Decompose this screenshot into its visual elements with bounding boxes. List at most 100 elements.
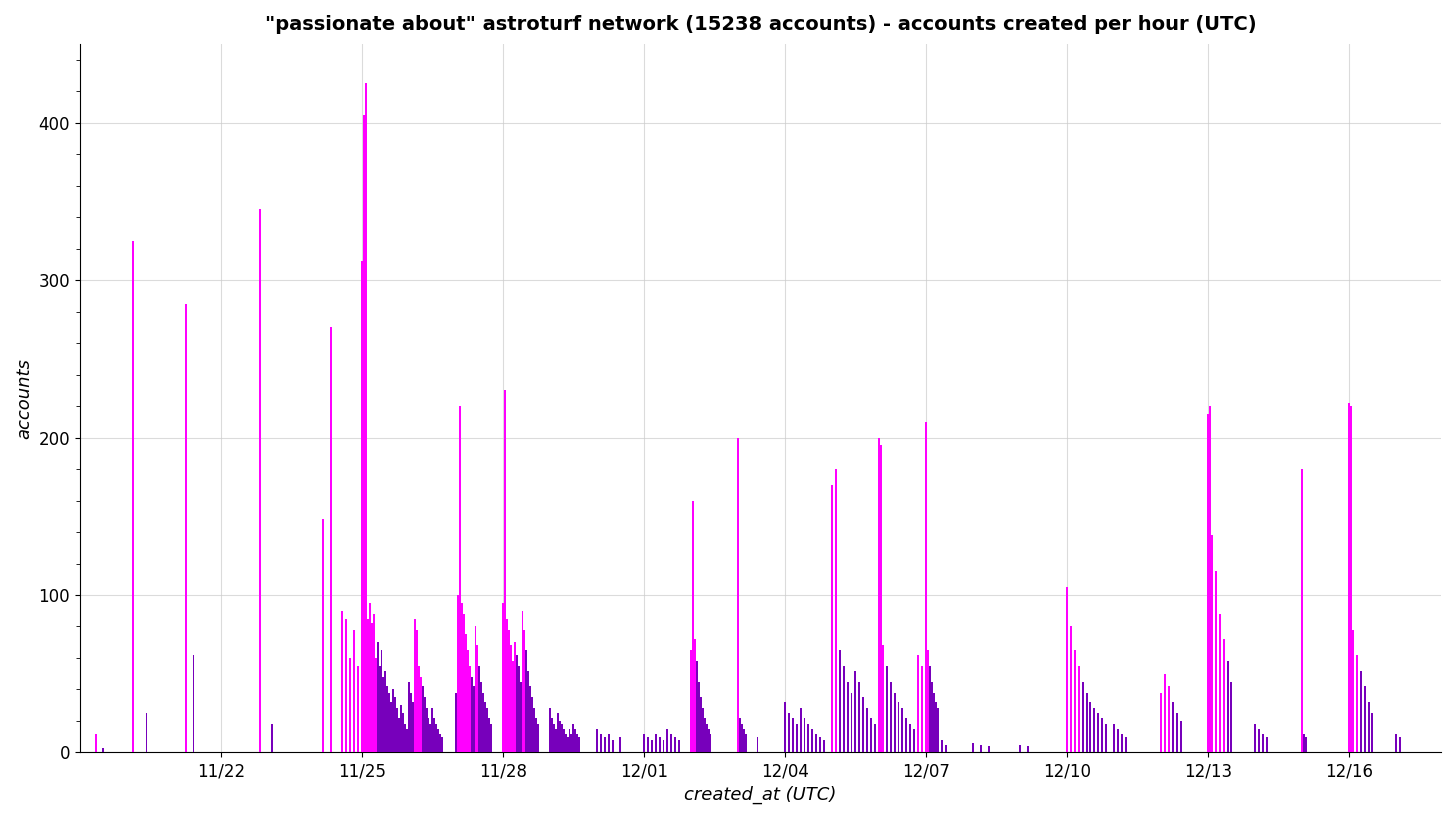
Bar	[604, 737, 606, 753]
Bar	[463, 614, 464, 753]
Bar	[804, 717, 805, 753]
Bar	[922, 666, 923, 753]
Bar	[894, 693, 895, 753]
Bar	[644, 734, 645, 753]
Bar	[697, 681, 700, 753]
Bar	[799, 708, 802, 753]
Bar	[646, 737, 649, 753]
Bar	[531, 697, 533, 753]
Bar	[479, 666, 480, 753]
Bar	[882, 645, 884, 753]
Bar	[475, 627, 476, 753]
Bar	[871, 717, 872, 753]
Bar	[743, 729, 745, 753]
Y-axis label: accounts: accounts	[15, 358, 33, 439]
Bar	[185, 304, 186, 753]
Bar	[708, 729, 709, 753]
Bar	[515, 655, 518, 753]
Bar	[412, 702, 414, 753]
Bar	[795, 724, 798, 753]
Bar	[980, 744, 981, 753]
Bar	[271, 724, 272, 753]
Bar	[885, 666, 888, 753]
Bar	[757, 737, 759, 753]
Bar	[467, 650, 469, 753]
Bar	[913, 729, 916, 753]
Bar	[1175, 713, 1178, 753]
Bar	[612, 740, 613, 753]
Bar	[403, 724, 406, 753]
Bar	[322, 519, 323, 753]
Bar	[374, 658, 377, 753]
Bar	[520, 681, 521, 753]
Bar	[1230, 681, 1232, 753]
Bar	[510, 645, 511, 753]
Bar	[354, 630, 355, 753]
Bar	[1207, 414, 1208, 753]
Bar	[936, 708, 939, 753]
Bar	[1303, 734, 1305, 753]
Bar	[400, 705, 402, 753]
Bar	[476, 645, 479, 753]
Bar	[607, 734, 610, 753]
Bar	[808, 724, 810, 753]
Bar	[406, 729, 408, 753]
Bar	[741, 724, 743, 753]
Bar	[473, 686, 475, 753]
Bar	[831, 485, 833, 753]
Bar	[329, 328, 332, 753]
Bar	[1101, 717, 1104, 753]
Bar	[418, 666, 419, 753]
Bar	[384, 671, 386, 753]
Bar	[927, 650, 929, 753]
Bar	[1265, 737, 1268, 753]
Bar	[1168, 686, 1169, 753]
Bar	[1226, 661, 1229, 753]
Bar	[815, 734, 817, 753]
Bar	[987, 746, 990, 753]
Bar	[700, 697, 702, 753]
Bar	[527, 671, 530, 753]
Bar	[945, 744, 946, 753]
Bar	[619, 737, 622, 753]
Bar	[846, 681, 849, 753]
Bar	[878, 437, 879, 753]
Bar	[504, 391, 505, 753]
Bar	[788, 713, 789, 753]
Bar	[690, 650, 692, 753]
Bar	[521, 611, 524, 753]
Bar	[383, 676, 384, 753]
Bar	[357, 666, 360, 753]
Bar	[655, 734, 657, 753]
Bar	[459, 406, 460, 753]
Bar	[1356, 655, 1358, 753]
Bar	[930, 681, 933, 753]
Bar	[1082, 681, 1083, 753]
Bar	[524, 630, 526, 753]
Bar	[550, 717, 553, 753]
Bar	[703, 717, 706, 753]
Bar	[345, 618, 347, 753]
Bar	[906, 717, 907, 753]
Bar	[933, 693, 935, 753]
Bar	[530, 686, 531, 753]
Bar	[910, 724, 911, 753]
Bar	[1124, 737, 1127, 753]
Bar	[1351, 630, 1354, 753]
Bar	[491, 724, 492, 753]
Bar	[454, 693, 457, 753]
Bar	[464, 635, 467, 753]
Bar	[397, 717, 400, 753]
Bar	[834, 469, 837, 753]
Bar	[566, 737, 568, 753]
Bar	[820, 737, 821, 753]
Bar	[783, 702, 786, 753]
Bar	[678, 740, 680, 753]
Bar	[850, 693, 853, 753]
Bar	[1258, 729, 1259, 753]
Bar	[430, 724, 431, 753]
Bar	[514, 642, 515, 753]
Bar	[371, 623, 373, 753]
Bar	[365, 84, 367, 753]
Bar	[341, 611, 344, 753]
